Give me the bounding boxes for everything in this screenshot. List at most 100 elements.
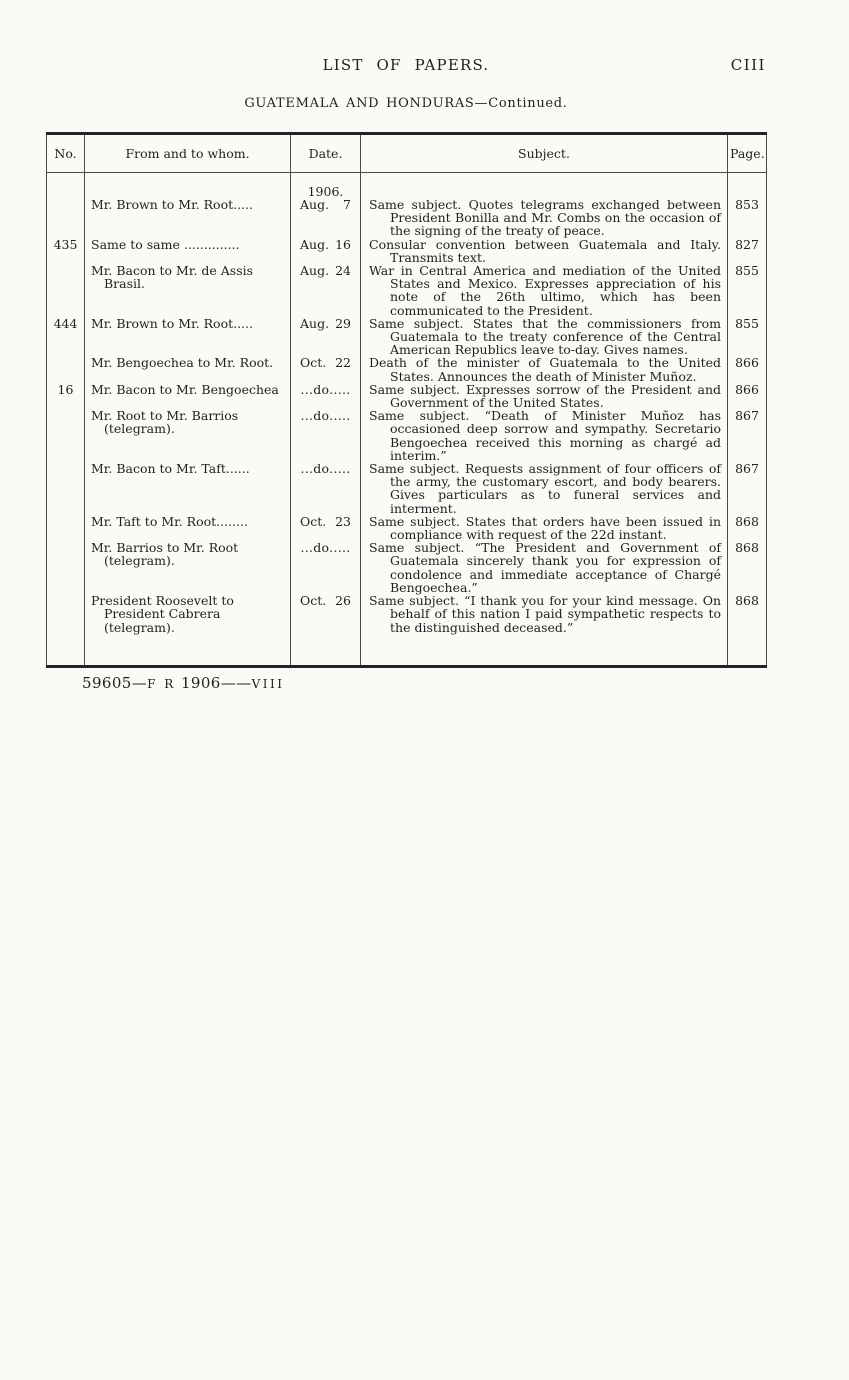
- row-page: 866: [727, 383, 767, 410]
- row-from-cell: Mr. Brown to Mr. Root.....: [84, 172, 291, 238]
- row-date-cell: ...do.....: [290, 408, 361, 463]
- row-subject: Same subject. “I thank you for your kind…: [369, 593, 721, 635]
- date-day: 7: [343, 197, 351, 213]
- table-row: President Roosevelt to President Cabrera…: [47, 593, 767, 667]
- row-from-cell: Same to same ..............: [84, 237, 291, 265]
- row-subject-cell: Same subject. States that orders have be…: [360, 513, 728, 543]
- row-from-cell: Mr. Root to Mr. Barrios (telegram).: [84, 408, 291, 463]
- date-month: Aug.: [300, 236, 330, 252]
- column-header-from: From and to whom.: [84, 133, 291, 173]
- date-month: Aug.: [300, 263, 330, 279]
- page-folio: CIII: [730, 56, 766, 74]
- row-year: 1906.: [307, 184, 344, 199]
- row-subject-cell: Same subject. “Death of Minister Muñoz h…: [360, 408, 728, 463]
- row-number: [47, 356, 85, 382]
- table-row: Mr. Taft to Mr. Root........ Oct. 23 Same…: [47, 513, 767, 543]
- date-day: 24: [335, 263, 351, 279]
- row-from-cell: President Roosevelt to President Cabrera…: [84, 594, 291, 667]
- papers-table: No. From and to whom. Date. Subject. Pag…: [46, 132, 767, 668]
- row-subject: Consular convention between Guatemala an…: [369, 236, 721, 265]
- row-from-cell: Mr. Taft to Mr. Root........: [84, 513, 291, 542]
- row-subject-cell: Consular convention between Guatemala an…: [360, 236, 728, 265]
- row-page: 855: [727, 264, 767, 317]
- row-from: Mr. Barrios to Mr. Root (telegram).: [91, 540, 239, 569]
- row-number: [47, 409, 85, 462]
- row-date: Oct. 22: [296, 356, 355, 369]
- row-from: Mr. Bengoechea to Mr. Root.: [91, 355, 274, 371]
- row-date-cell: Oct. 22: [290, 356, 361, 383]
- date-month: Aug.: [300, 197, 330, 213]
- table-row: 444 Mr. Brown to Mr. Root..... Aug. 29 Sa…: [47, 317, 767, 357]
- row-page: 868: [727, 594, 767, 667]
- table-row: Mr. Barrios to Mr. Root (telegram). ...d…: [47, 540, 767, 595]
- row-date: Aug. 24: [296, 264, 355, 277]
- row-page: 853: [727, 172, 767, 238]
- row-date: Aug. 7: [296, 198, 355, 211]
- column-header-page: Page.: [727, 133, 767, 173]
- row-date: ...do.....: [300, 381, 351, 397]
- row-subject: Same subject. States that orders have be…: [369, 513, 721, 543]
- running-head: LIST OF PAPERS. CIII: [46, 56, 766, 74]
- row-from: Mr. Bacon to Mr. de Assis Brasil.: [91, 263, 254, 292]
- column-header-subject: Subject.: [360, 133, 728, 173]
- row-date: Aug. 29: [296, 317, 355, 330]
- row-date-cell: 1906. Aug. 7: [290, 172, 361, 238]
- table-row: Mr. Root to Mr. Barrios (telegram). ...d…: [47, 408, 767, 463]
- row-date: Aug. 16: [296, 236, 355, 252]
- row-subject-cell: Same subject. “The President and Governm…: [360, 541, 728, 595]
- row-date-cell: Aug. 24: [290, 264, 361, 317]
- row-subject: Same subject. States that the commission…: [369, 315, 721, 358]
- date-month: Oct.: [300, 593, 327, 609]
- date-month: Oct.: [300, 513, 327, 529]
- column-header-no: No.: [46, 133, 85, 173]
- row-subject: Same subject. Expresses sorrow of the Pr…: [369, 381, 721, 411]
- row-from-cell: Mr. Bacon to Mr. de Assis Brasil.: [84, 263, 291, 317]
- date-day: 23: [335, 513, 351, 529]
- row-subject-cell: Same subject. “I thank you for your kind…: [360, 593, 728, 667]
- table-row: 435 Same to same .............. Aug. 16 C…: [47, 236, 767, 265]
- row-from: Mr. Taft to Mr. Root........: [91, 513, 248, 529]
- row-from-cell: Mr. Brown to Mr. Root.....: [84, 317, 291, 357]
- row-date-cell: Aug. 16: [290, 236, 361, 265]
- row-date: ...do.....: [300, 540, 351, 556]
- row-from: Mr. Bacon to Mr. Bengoechea: [91, 381, 279, 397]
- row-page: 868: [727, 541, 767, 595]
- date-month: Aug.: [300, 315, 330, 331]
- section-heading: GUATEMALA AND HONDURAS—Continued.: [244, 96, 568, 111]
- table-row: Mr. Bengoechea to Mr. Root. Oct. 22 Death…: [47, 355, 767, 384]
- row-date: ...do.....: [300, 408, 351, 424]
- row-from: Mr. Bacon to Mr. Taft......: [91, 461, 250, 477]
- row-subject: Same subject. Requests assignment of fou…: [369, 461, 721, 516]
- table-row: Mr. Bacon to Mr. de Assis Brasil. Aug. 24…: [47, 264, 767, 317]
- row-from-cell: Mr. Barrios to Mr. Root (telegram).: [84, 540, 291, 595]
- footer-volume: VIII: [251, 677, 285, 691]
- row-date-cell: ...do.....: [290, 462, 361, 515]
- row-number: [47, 264, 85, 317]
- row-page: 855: [727, 317, 767, 357]
- row-page: 827: [727, 237, 767, 265]
- row-from-cell: Mr. Bacon to Mr. Bengoechea: [84, 381, 291, 410]
- table-header-row: No. From and to whom. Date. Subject. Pag…: [46, 133, 767, 173]
- row-date-cell: ...do.....: [290, 381, 361, 410]
- row-from: Mr. Root to Mr. Barrios (telegram).: [91, 408, 239, 437]
- row-subject-cell: Same subject. Requests assignment of fou…: [360, 461, 728, 516]
- row-subject-cell: Same subject. Expresses sorrow of the Pr…: [360, 381, 728, 411]
- row-number: [47, 541, 85, 594]
- row-number: [47, 515, 85, 541]
- date-day: 26: [335, 593, 351, 609]
- row-page: 866: [727, 356, 767, 383]
- row-date-cell: Oct. 23: [290, 513, 361, 542]
- row-number: [47, 594, 85, 666]
- row-subject: Same subject. “Death of Minister Muñoz h…: [369, 408, 721, 463]
- row-number: 435: [53, 236, 78, 252]
- row-subject: Death of the minister of Guatemala to th…: [369, 355, 721, 384]
- row-subject-cell: War in Central America and mediation of …: [360, 263, 728, 318]
- footer-imprint: 59605—F R 1906——VIII: [82, 674, 284, 692]
- row-subject: War in Central America and mediation of …: [369, 263, 721, 318]
- row-date: Oct. 26: [296, 594, 355, 607]
- table-row: Mr. Bacon to Mr. Taft...... ...do..... S…: [47, 462, 767, 515]
- row-date-cell: ...do.....: [290, 540, 361, 595]
- row-subject-cell: Same subject. Quotes telegrams exchanged…: [360, 172, 728, 238]
- row-number: 444: [53, 315, 78, 331]
